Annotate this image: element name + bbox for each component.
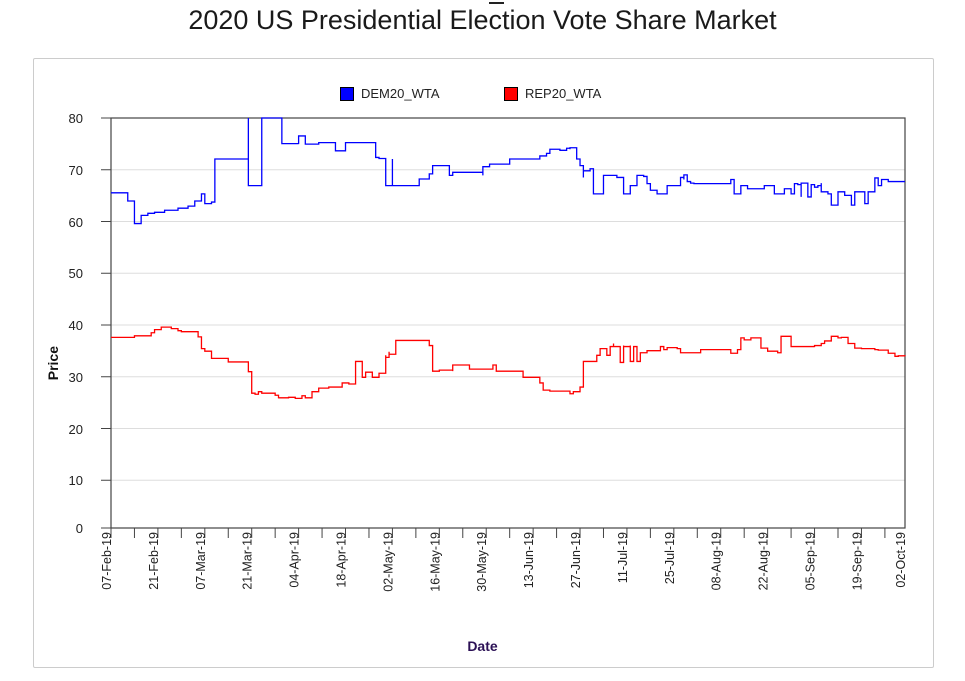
svg-text:21-Mar-19: 21-Mar-19 xyxy=(241,532,255,590)
svg-text:21-Feb-19: 21-Feb-19 xyxy=(147,532,161,590)
svg-text:04-Apr-19: 04-Apr-19 xyxy=(288,532,302,588)
svg-text:07-Feb-19: 07-Feb-19 xyxy=(100,532,114,590)
svg-text:Price: Price xyxy=(45,346,61,380)
svg-text:08-Aug-19: 08-Aug-19 xyxy=(710,532,724,590)
svg-text:25-Jul-19: 25-Jul-19 xyxy=(663,532,677,584)
svg-text:30-May-19: 30-May-19 xyxy=(475,532,489,592)
svg-text:05-Sep-19: 05-Sep-19 xyxy=(804,532,818,590)
svg-text:16-May-19: 16-May-19 xyxy=(428,532,442,592)
svg-text:18-Apr-19: 18-Apr-19 xyxy=(335,532,349,588)
svg-text:07-Mar-19: 07-Mar-19 xyxy=(194,532,208,590)
svg-text:22-Aug-19: 22-Aug-19 xyxy=(757,532,771,590)
svg-text:11-Jul-19: 11-Jul-19 xyxy=(616,532,630,583)
svg-text:19-Sep-19: 19-Sep-19 xyxy=(850,532,864,590)
svg-text:27-Jun-19: 27-Jun-19 xyxy=(569,532,583,588)
svg-text:02-Oct-19: 02-Oct-19 xyxy=(894,532,908,588)
svg-text:13-Jun-19: 13-Jun-19 xyxy=(522,532,536,588)
svg-text:02-May-19: 02-May-19 xyxy=(381,532,395,592)
